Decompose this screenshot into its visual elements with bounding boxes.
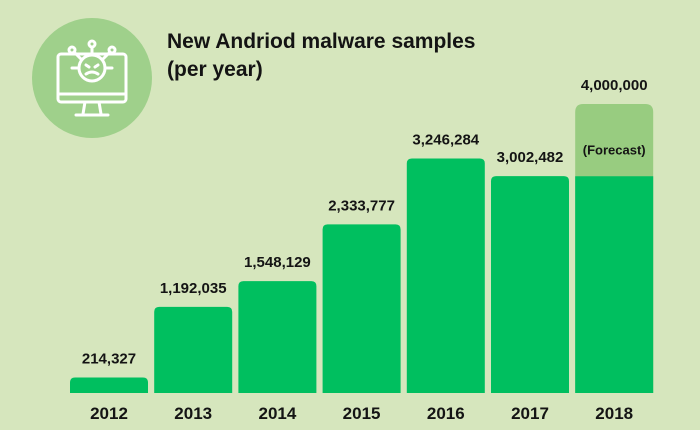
bar-2013 (154, 306, 233, 393)
chart-title-line-2: (per year) (167, 57, 263, 81)
x-tick-label-2016: 2016 (427, 404, 465, 423)
bar-2017 (491, 176, 569, 393)
value-label-2016: 3,246,284 (412, 131, 479, 148)
chart-title: New Andriod malware samples (per year) (167, 28, 476, 83)
bar-2012 (70, 377, 148, 393)
value-label-2015: 2,333,777 (328, 197, 395, 214)
x-tick-label-2015: 2015 (343, 404, 381, 423)
bar-2016 (406, 158, 485, 393)
bar-2015 (322, 224, 401, 393)
x-tick-label-2017: 2017 (511, 404, 549, 423)
bar-2014 (238, 281, 317, 393)
x-tick-label-2013: 2013 (174, 404, 212, 423)
x-tick-label-2018: 2018 (595, 404, 633, 423)
malware-monitor-icon (32, 18, 152, 138)
forecast-label: (Forecast) (583, 142, 646, 157)
value-label-2018: 4,000,000 (581, 77, 648, 94)
value-label-2013: 1,192,035 (160, 280, 227, 297)
value-label-2017: 3,002,482 (497, 149, 564, 166)
x-tick-label-2012: 2012 (90, 404, 128, 423)
virus-monitor-icon (56, 39, 128, 117)
bar-2018-actual-part (575, 176, 654, 393)
value-label-2012: 214,327 (82, 351, 136, 368)
chart-title-line-1: New Andriod malware samples (167, 30, 476, 53)
value-label-2014: 1,548,129 (244, 254, 311, 271)
x-tick-label-2014: 2014 (258, 404, 296, 423)
